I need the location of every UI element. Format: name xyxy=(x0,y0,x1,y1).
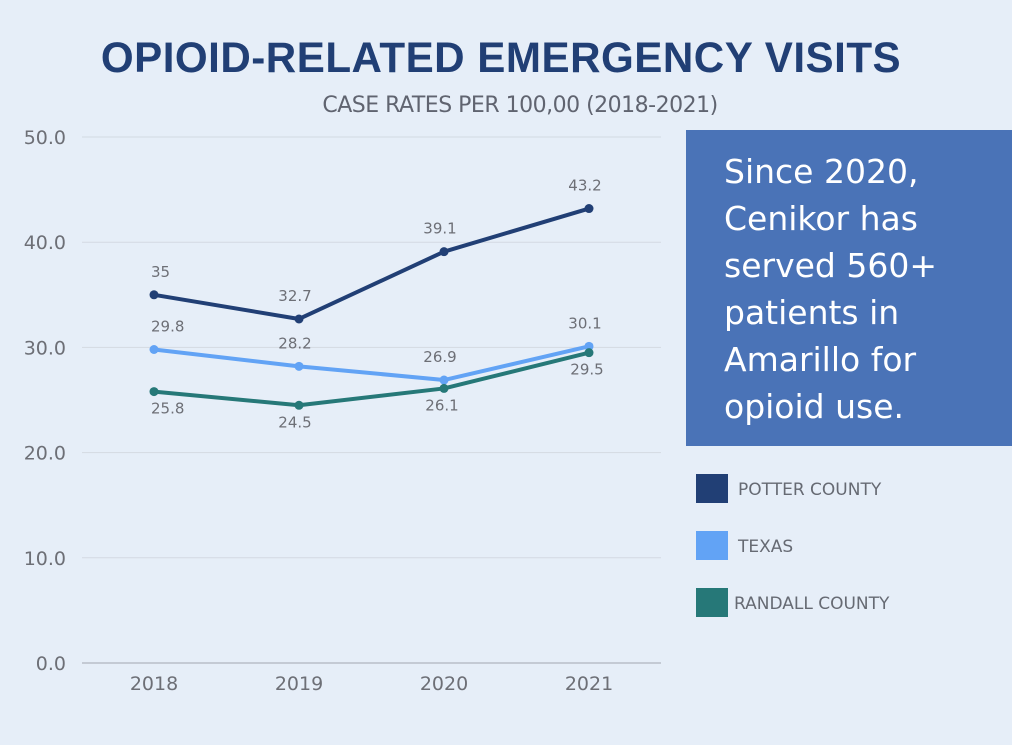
legend-swatch xyxy=(696,531,728,560)
x-tick-label: 2019 xyxy=(275,673,323,695)
legend-item: RANDALL COUNTY xyxy=(696,588,996,618)
y-tick-label: 50.0 xyxy=(24,127,66,149)
data-point xyxy=(294,314,304,324)
callout-box: Since 2020, Cenikor has served 560+ patient… xyxy=(686,130,1012,446)
data-point xyxy=(149,290,159,300)
data-label: 28.2 xyxy=(278,334,311,352)
data-point xyxy=(149,345,159,355)
data-label: 30.1 xyxy=(568,314,601,332)
data-point xyxy=(439,247,449,257)
callout-line: Cenikor has xyxy=(724,199,918,238)
legend-swatch xyxy=(696,474,728,503)
y-tick-label: 10.0 xyxy=(24,548,66,570)
chart-title: OPIOID-RELATED EMERGENCY VISITS xyxy=(100,34,902,82)
x-tick-label: 2018 xyxy=(130,673,178,695)
data-label: 39.1 xyxy=(423,220,456,238)
data-label: 32.7 xyxy=(278,287,311,305)
series-randall-county: 25.8 24.5 26.1 29.5 xyxy=(149,348,604,431)
gridlines xyxy=(82,136,661,664)
legend-item: TEXAS xyxy=(696,531,996,561)
x-tick-label: 2021 xyxy=(565,673,613,695)
data-point xyxy=(294,361,304,371)
data-label: 25.8 xyxy=(151,400,184,418)
data-point xyxy=(149,387,159,397)
data-point xyxy=(294,400,304,410)
series-line xyxy=(153,344,590,383)
data-label: 43.2 xyxy=(568,177,601,195)
data-label: 24.5 xyxy=(278,413,311,431)
legend-item: POTTER COUNTY xyxy=(696,474,996,504)
series-texas: 29.8 28.2 26.9 30.1 xyxy=(149,314,602,385)
y-axis-ticks: 0.0 10.0 20.0 30.0 40.0 50.0 xyxy=(24,127,66,675)
series-group: 35 32.7 39.1 43.2 29.8 28.2 26.9 30.1 25.8 24.5 26… xyxy=(149,177,604,431)
x-axis-ticks: 2018 2019 2020 2021 xyxy=(130,673,613,695)
legend-label: RANDALL COUNTY xyxy=(734,594,890,614)
legend-swatch xyxy=(696,588,728,617)
series-line xyxy=(153,350,590,408)
series-line xyxy=(153,206,590,321)
chart-subtitle: CASE RATES PER 100,00 (2018-2021) xyxy=(322,93,718,118)
legend-label: TEXAS xyxy=(738,537,794,557)
x-tick-label: 2020 xyxy=(420,673,468,695)
data-label: 29.8 xyxy=(151,318,184,336)
callout-line: Since 2020, xyxy=(724,152,919,191)
callout-line: served 560+ xyxy=(724,246,937,285)
line-chart: 0.0 10.0 20.0 30.0 40.0 50.0 2018 2019 2020 2021… xyxy=(24,127,661,695)
callout-line: opioid use. xyxy=(724,387,905,426)
y-tick-label: 0.0 xyxy=(36,653,66,675)
y-tick-label: 30.0 xyxy=(24,337,66,359)
series-potter-county: 35 32.7 39.1 43.2 xyxy=(149,177,602,324)
data-point xyxy=(584,341,594,351)
legend-label: POTTER COUNTY xyxy=(738,480,882,500)
y-tick-label: 20.0 xyxy=(24,443,66,465)
callout-line: patients in xyxy=(724,293,900,332)
data-label: 29.5 xyxy=(570,361,603,379)
data-point xyxy=(584,204,594,214)
data-point xyxy=(584,348,594,358)
callout-line: Amarillo for xyxy=(724,340,917,379)
data-label: 26.9 xyxy=(423,348,456,366)
data-point xyxy=(439,375,449,385)
y-tick-label: 40.0 xyxy=(24,232,66,254)
data-point xyxy=(439,383,449,393)
data-label: 26.1 xyxy=(425,396,458,414)
data-label: 35 xyxy=(151,263,170,281)
